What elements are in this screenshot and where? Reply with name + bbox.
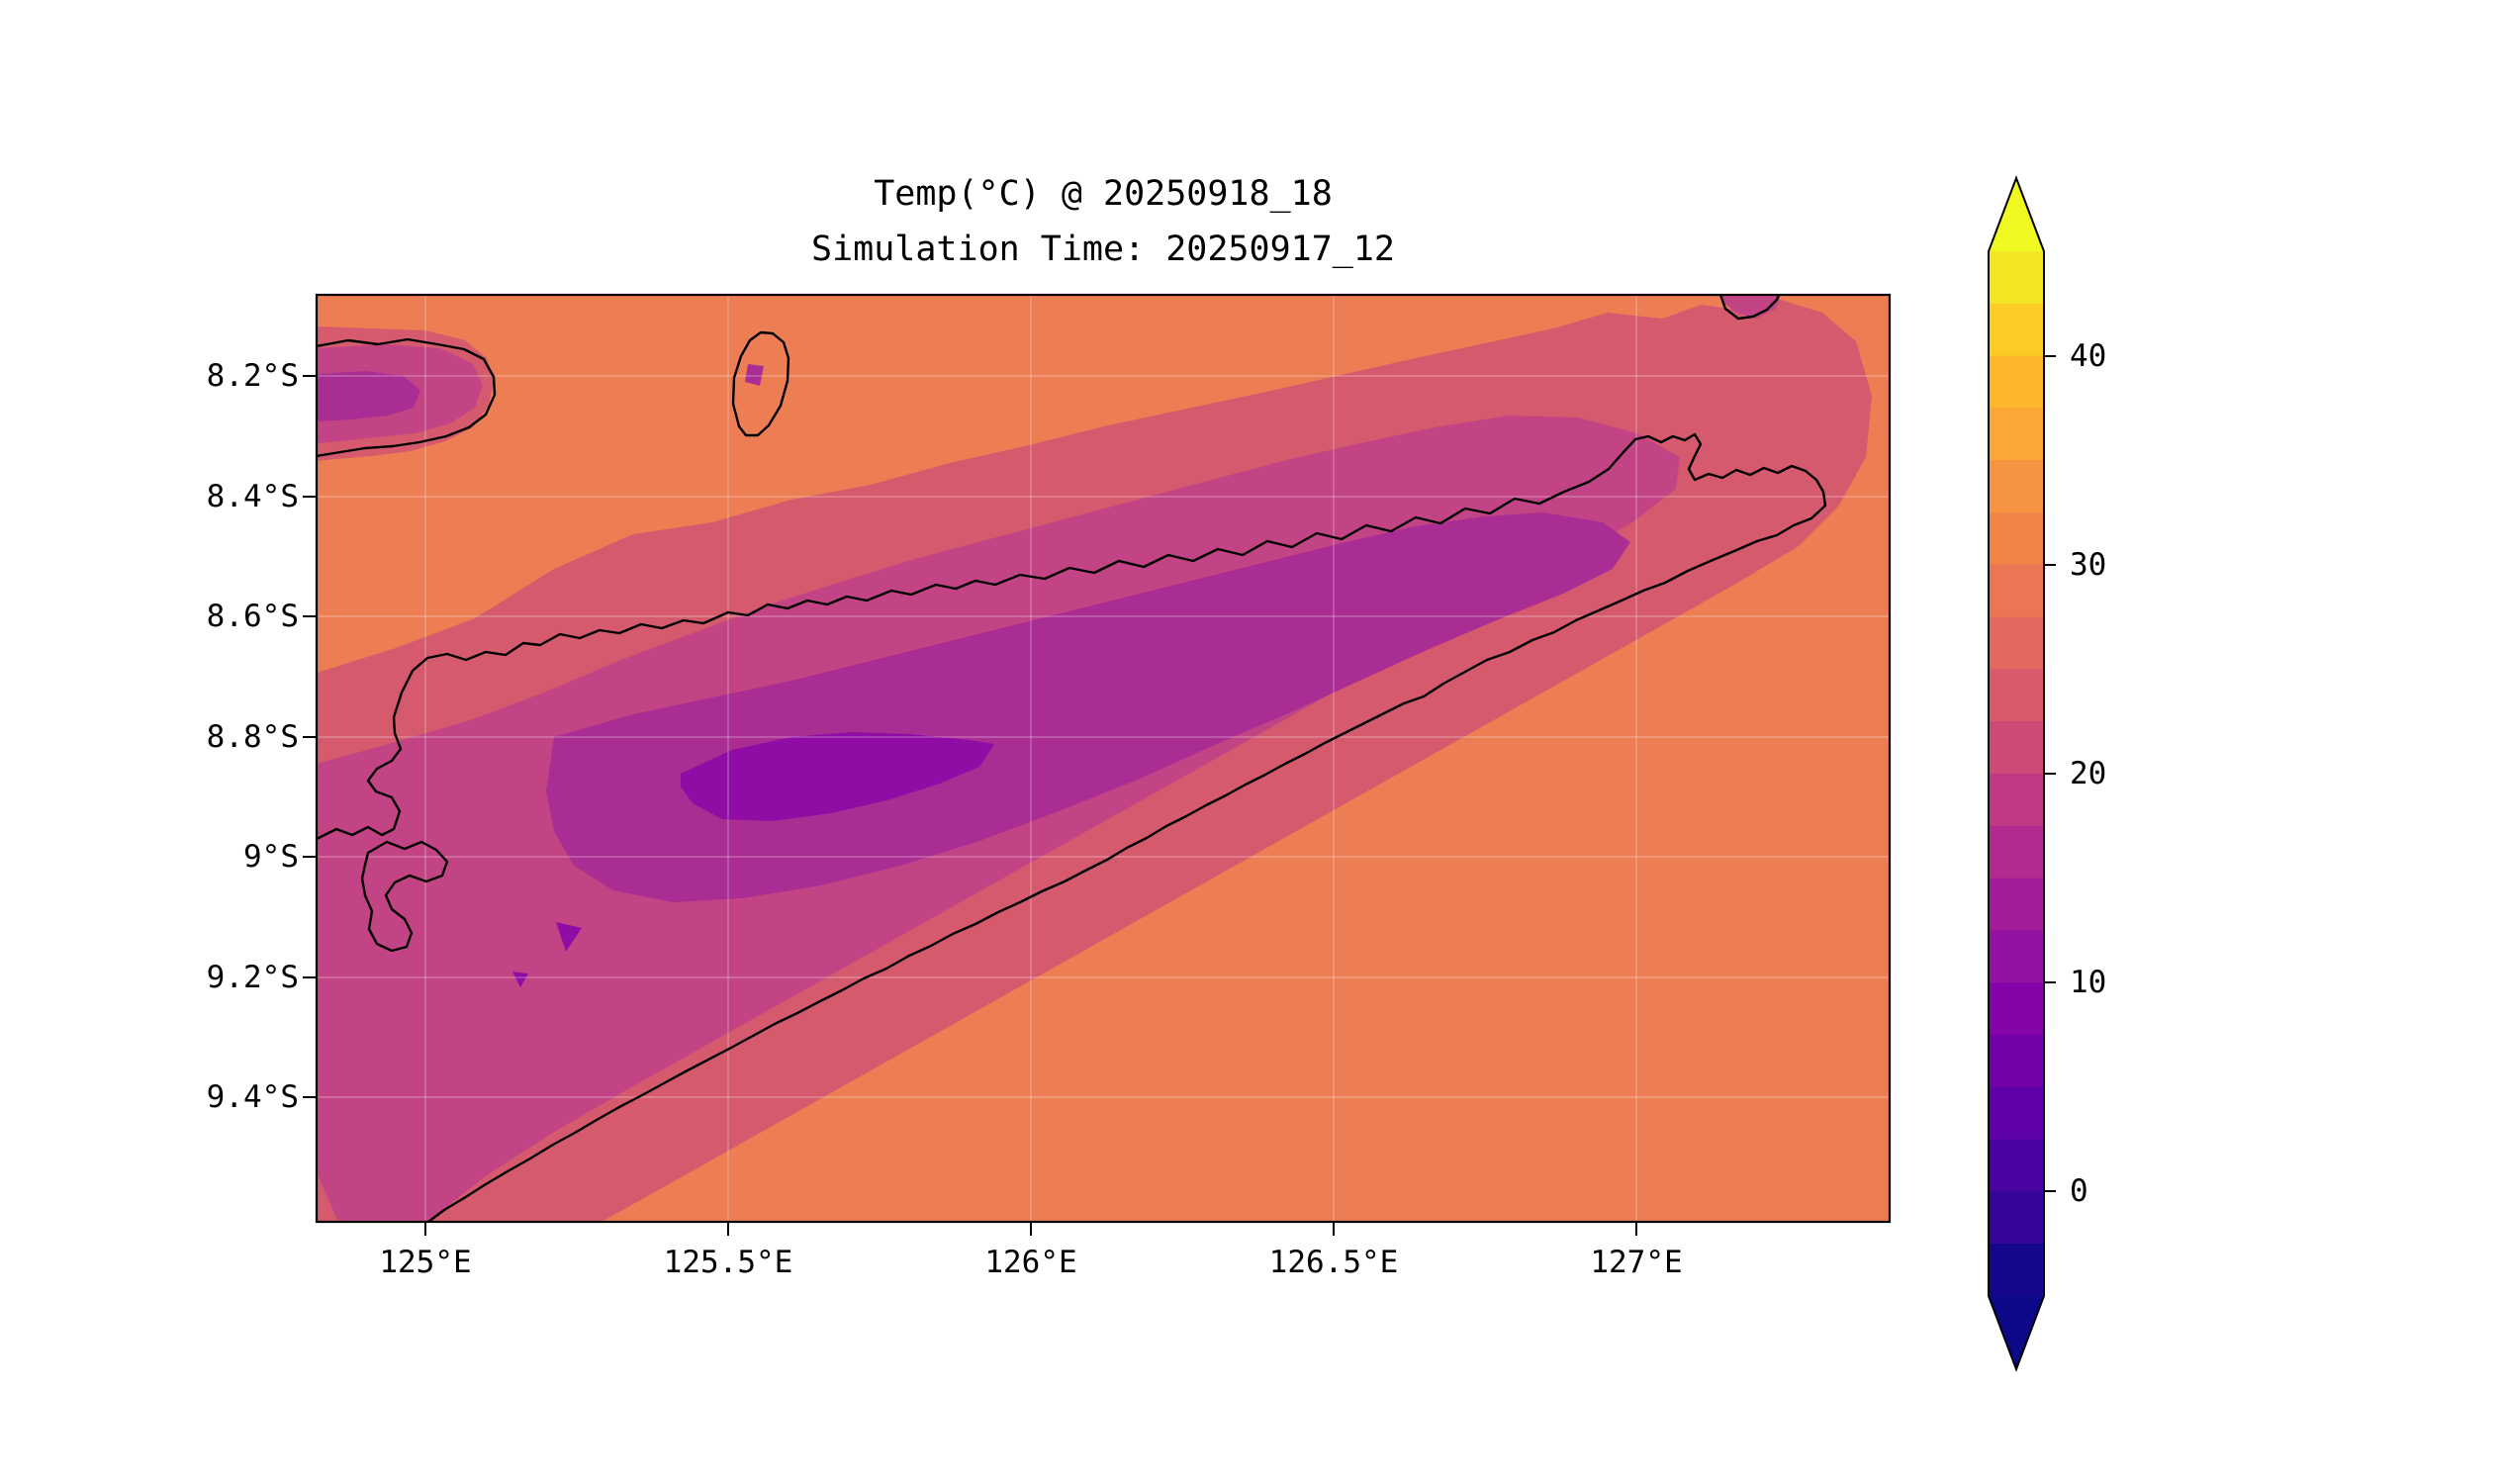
y-tick-label: 9.4°S <box>206 1079 299 1115</box>
x-tick-label: 125°E <box>379 1245 472 1280</box>
x-axis-ticks <box>424 1222 1637 1236</box>
colorbar-band <box>1989 1035 2044 1088</box>
colorbar-band <box>1989 1244 2044 1297</box>
colorbar-tick-label: 0 <box>2070 1173 2088 1209</box>
coastline-west-timor-north <box>317 337 497 458</box>
y-tick-label: 8.2°S <box>206 358 299 394</box>
colorbar-band <box>1989 303 2044 357</box>
y-axis-ticks <box>303 375 317 1098</box>
coastline-timor-main <box>317 432 1827 1222</box>
colorbar-band <box>1989 460 2044 513</box>
gridlines <box>317 295 1890 1222</box>
plot-subtitle: Simulation Time: 20250917_12 <box>810 230 1396 269</box>
colorbar-band <box>1989 721 2044 775</box>
colorbar-band <box>1989 564 2044 618</box>
colorbar-band <box>1989 825 2044 880</box>
y-tick-label: 8.4°S <box>206 479 299 514</box>
contour-band-magenta-wetar <box>1719 295 1781 319</box>
colorbar-tick-label: 40 <box>2070 338 2107 374</box>
colorbar-under-arrow <box>1989 1296 2044 1369</box>
colorbar-band <box>1989 774 2044 827</box>
coastline-wetar-fragment <box>1718 295 1781 321</box>
colorbar-band <box>1989 982 2044 1036</box>
colorbar-outline <box>1988 175 2045 1372</box>
colorbar-band <box>1989 1086 2044 1141</box>
y-tick-label: 8.8°S <box>206 719 299 755</box>
colorbar-band <box>1989 408 2044 461</box>
x-tick-label: 126.5°E <box>1268 1245 1399 1280</box>
y-tick-label: 8.6°S <box>206 599 299 634</box>
colorbar-band <box>1989 1139 2044 1192</box>
colorbar-ticks <box>2044 355 2056 1192</box>
colorbar-band <box>1989 355 2044 409</box>
colorbar-tick-label: 20 <box>2070 756 2107 791</box>
colorbar-band <box>1989 251 2044 305</box>
colorbar-band <box>1989 616 2044 670</box>
colorbar-band <box>1989 930 2044 983</box>
colorbar-tick-label: 30 <box>2070 547 2107 583</box>
colorbar-tick-label: 10 <box>2070 965 2107 1000</box>
x-tick-label: 127°E <box>1590 1245 1683 1280</box>
contour-band-purple-core <box>681 732 994 821</box>
coastline-inner-loop <box>360 840 449 953</box>
contour-dot-purple-2 <box>512 972 528 987</box>
plot-border <box>315 293 1892 1224</box>
coastline-atauro-island <box>731 330 790 437</box>
colorbar-band <box>1989 1191 2044 1245</box>
colorbar-band <box>1989 669 2044 722</box>
y-tick-label: 9°S <box>243 839 299 875</box>
x-tick-label: 126°E <box>984 1245 1077 1280</box>
contour-dot-atauro <box>745 364 764 386</box>
plot-title: Temp(°C) @ 20250918_18 <box>874 174 1333 214</box>
x-tick-label: 125.5°E <box>663 1245 793 1280</box>
colorbar-band <box>1989 512 2044 566</box>
contour-dot-purple-1 <box>556 922 582 952</box>
contour-band-purple-magenta-topleft <box>317 371 420 421</box>
colorbar-over-arrow <box>1989 178 2044 251</box>
y-tick-label: 9.2°S <box>206 960 299 995</box>
colorbar-band <box>1989 878 2044 931</box>
colorbar-gradient <box>1989 251 2044 1297</box>
